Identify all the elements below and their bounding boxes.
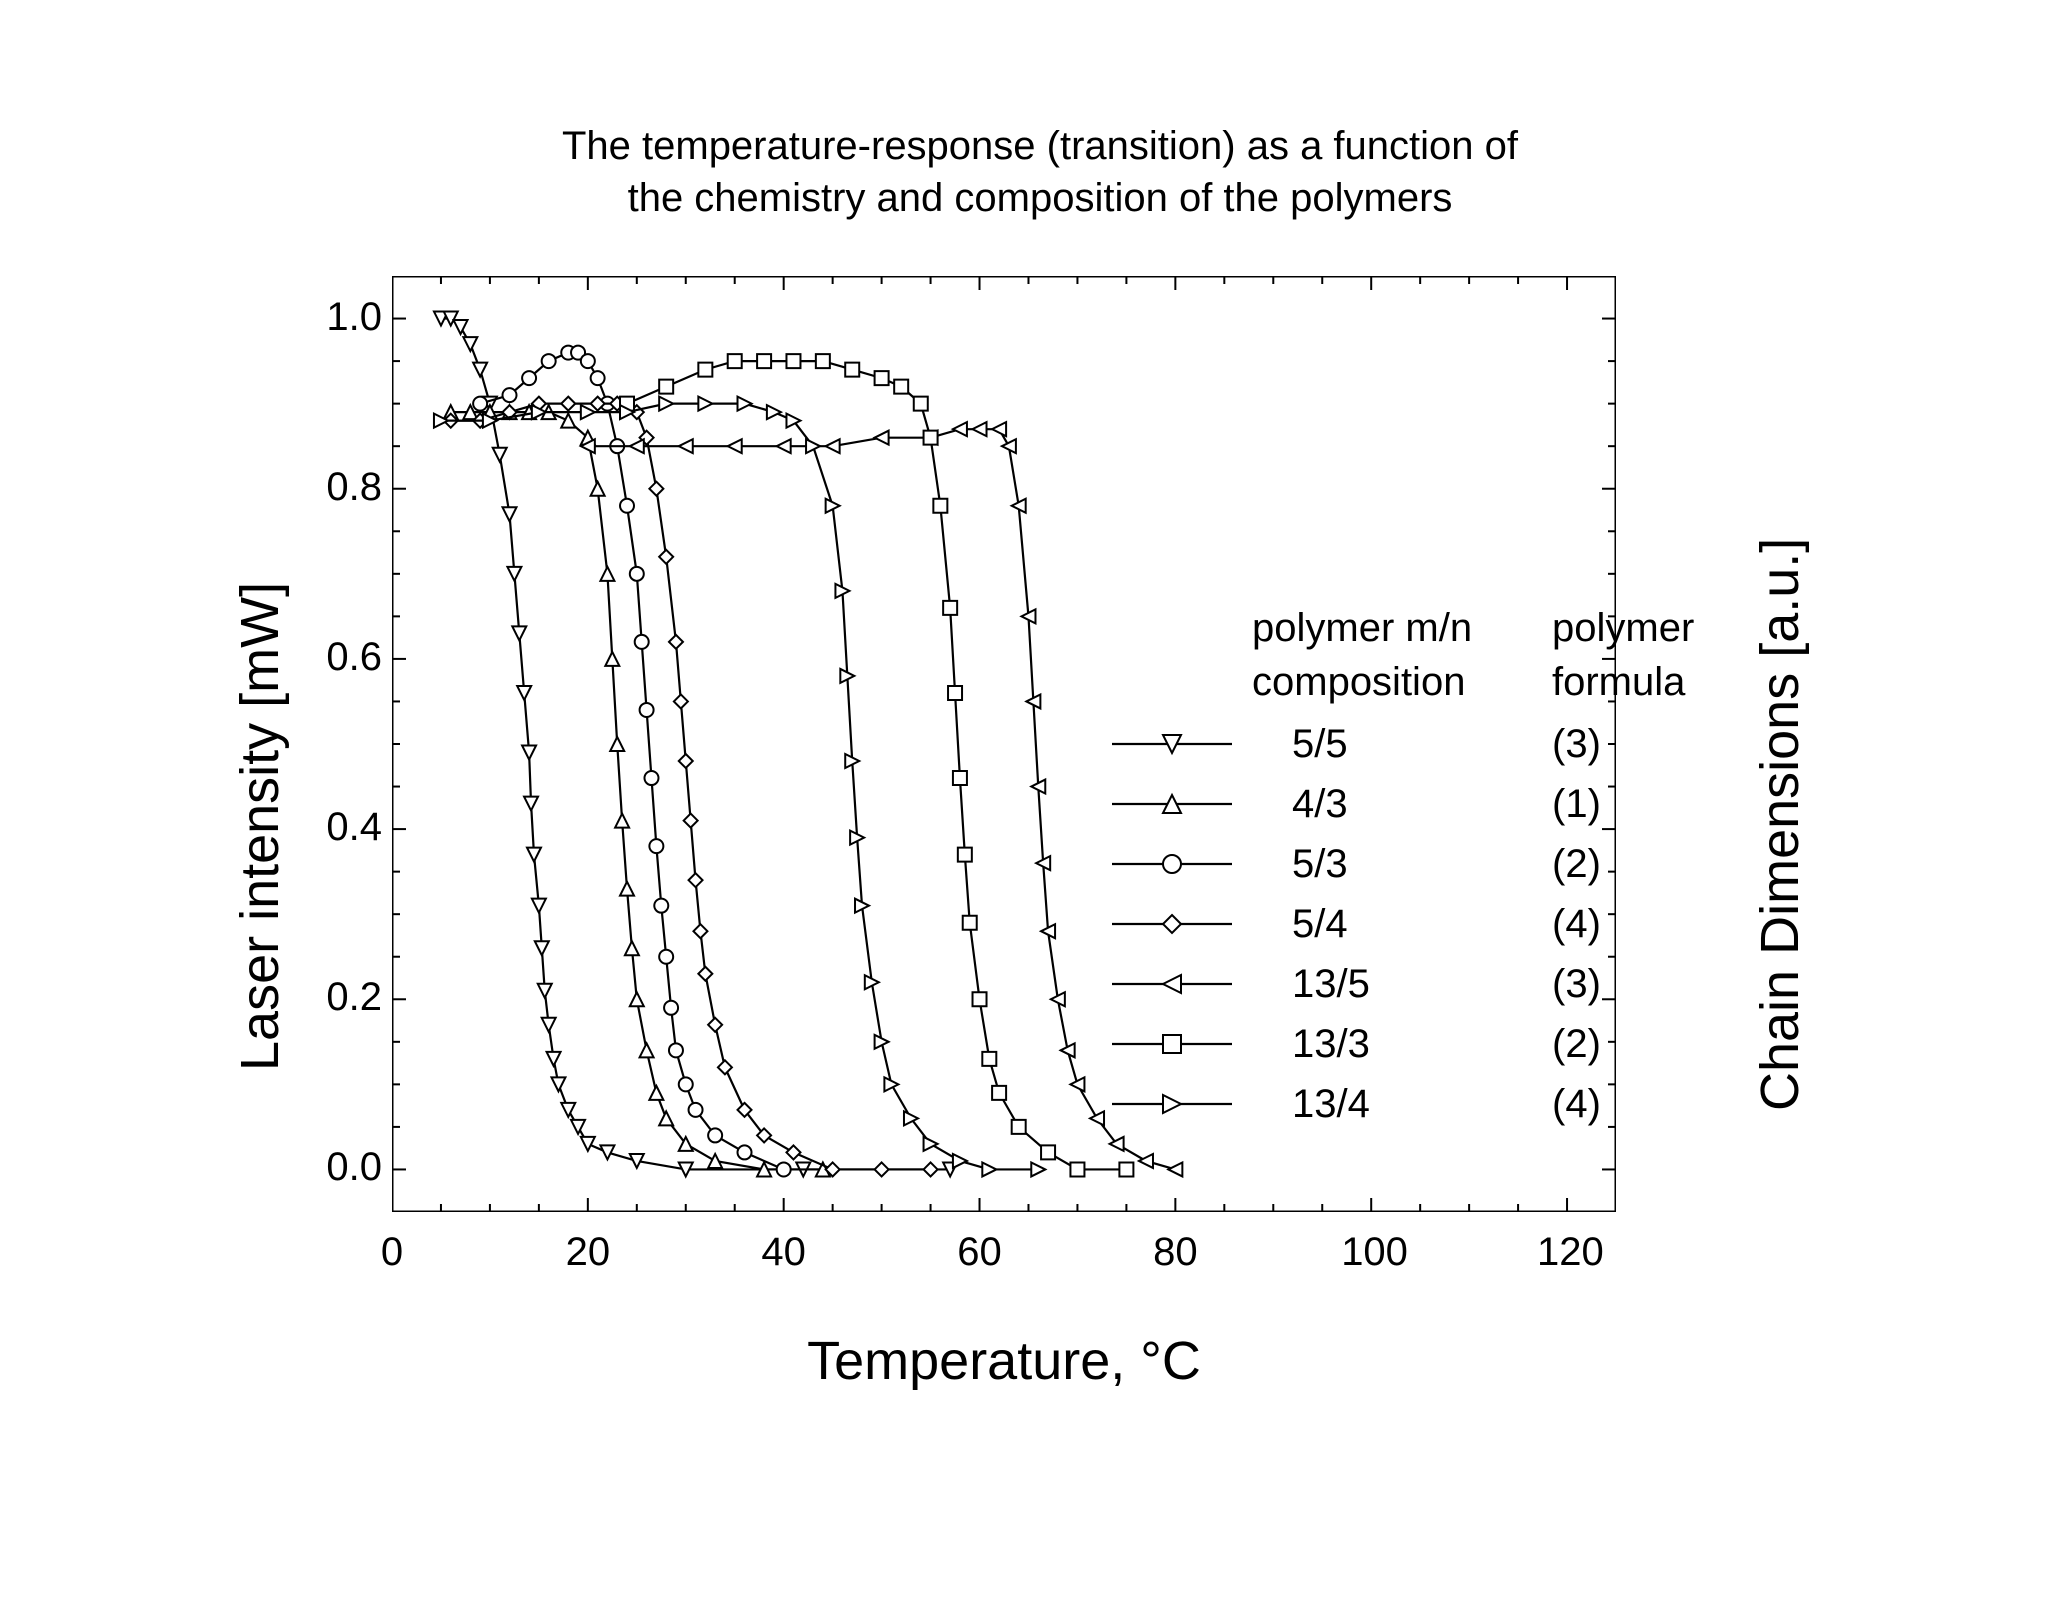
x-tick-label: 40 — [754, 1230, 814, 1275]
legend-composition: 5/5 — [1292, 722, 1348, 767]
legend-formula: (2) — [1552, 842, 1601, 887]
y-tick-label: 0.6 — [292, 635, 382, 680]
y-tick-label: 0.0 — [292, 1145, 382, 1190]
y-tick-label: 0.8 — [292, 465, 382, 510]
legend-header-col2: formula — [1552, 660, 1685, 705]
legend-header-col2: polymer — [1552, 606, 1694, 651]
x-tick-label: 60 — [950, 1230, 1010, 1275]
legend-marker-sample — [1112, 1074, 1232, 1134]
legend-formula: (2) — [1552, 1022, 1601, 1067]
plot-area — [392, 276, 1616, 1212]
x-axis-label: Temperature, °C — [392, 1330, 1616, 1392]
x-tick-label: 80 — [1145, 1230, 1205, 1275]
legend-header-col1: polymer m/n — [1252, 606, 1472, 651]
axis-frame — [392, 276, 1616, 1212]
series-triangle-left — [581, 422, 1183, 1176]
legend-formula: (3) — [1552, 722, 1601, 767]
legend-composition: 4/3 — [1292, 782, 1348, 827]
legend-composition: 5/4 — [1292, 902, 1348, 947]
legend-formula: (1) — [1552, 782, 1601, 827]
series-triangle-up — [444, 405, 830, 1176]
series-circle — [473, 346, 791, 1177]
y-axis-label-right: Chain Dimensions [a.u.] — [1749, 431, 1811, 1111]
legend-marker-sample — [1112, 774, 1232, 834]
legend-marker-sample — [1112, 714, 1232, 774]
legend-formula: (3) — [1552, 962, 1601, 1007]
legend-composition: 5/3 — [1292, 842, 1348, 887]
x-tick-label: 20 — [558, 1230, 618, 1275]
legend-composition: 13/5 — [1292, 962, 1370, 1007]
chart-title: The temperature-response (transition) as… — [260, 120, 1820, 224]
legend-composition: 13/3 — [1292, 1022, 1370, 1067]
legend-header-col1: composition — [1252, 660, 1465, 705]
series-triangle-right — [434, 397, 1045, 1177]
chart-svg — [392, 276, 1616, 1212]
chart-title-line2: the chemistry and composition of the pol… — [260, 172, 1820, 224]
x-tick-label: 0 — [362, 1230, 422, 1275]
legend-marker-sample — [1112, 954, 1232, 1014]
x-tick-label: 120 — [1537, 1230, 1597, 1275]
chart-title-line1: The temperature-response (transition) as… — [260, 120, 1820, 172]
legend-marker-sample — [1112, 1014, 1232, 1074]
legend-marker-sample — [1112, 894, 1232, 954]
y-tick-label: 0.4 — [292, 805, 382, 850]
legend-formula: (4) — [1552, 1082, 1601, 1127]
legend-marker-sample — [1112, 834, 1232, 894]
legend-composition: 13/4 — [1292, 1082, 1370, 1127]
legend-formula: (4) — [1552, 902, 1601, 947]
y-axis-label-left: Laser intensity [mW] — [229, 471, 291, 1071]
x-tick-label: 100 — [1341, 1230, 1401, 1275]
y-tick-label: 1.0 — [292, 295, 382, 340]
series-diamond — [444, 397, 938, 1177]
series-square — [620, 354, 1133, 1176]
y-tick-label: 0.2 — [292, 975, 382, 1020]
